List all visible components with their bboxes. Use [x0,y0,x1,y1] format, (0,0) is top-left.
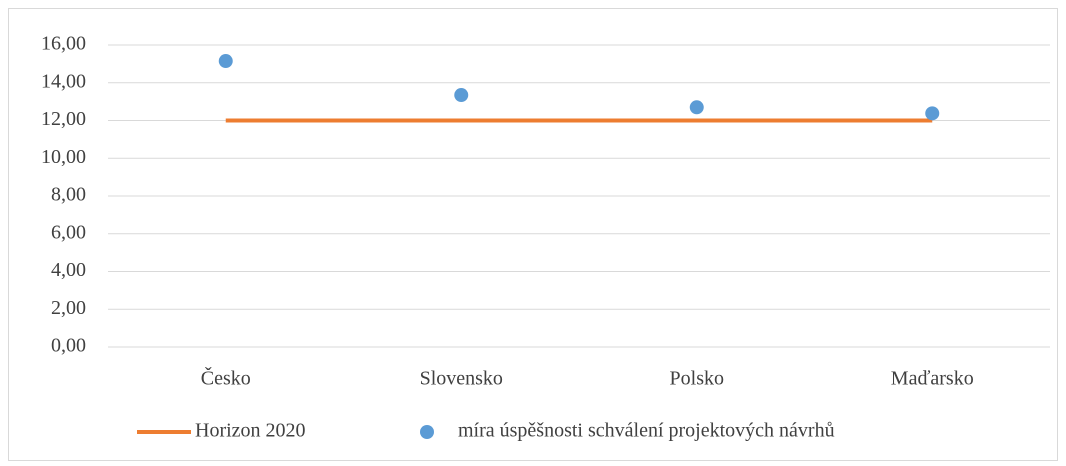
legend-label: míra úspěšnosti schválení projektových n… [458,420,835,442]
data-point [925,106,940,121]
legend-swatch [420,425,434,439]
y-tick-label: 6,00 [51,221,86,243]
y-tick-label: 10,00 [41,146,86,168]
data-point [218,54,233,69]
data-point [454,88,469,103]
y-tick-label: 12,00 [41,108,86,130]
y-tick-label: 16,00 [41,33,86,55]
y-tick-label: 2,00 [51,297,86,319]
legend-label: Horizon 2020 [195,420,306,442]
x-tick-label: Maďarsko [891,368,974,390]
y-tick-label: 0,00 [51,335,86,357]
x-tick-label: Slovensko [420,368,503,390]
x-tick-label: Česko [201,366,251,390]
y-tick-label: 8,00 [51,184,86,206]
chart-frame [8,8,1058,461]
y-tick-label: 14,00 [41,70,86,92]
x-tick-label: Polsko [670,368,724,390]
data-point [689,100,704,115]
y-tick-label: 4,00 [51,259,86,281]
